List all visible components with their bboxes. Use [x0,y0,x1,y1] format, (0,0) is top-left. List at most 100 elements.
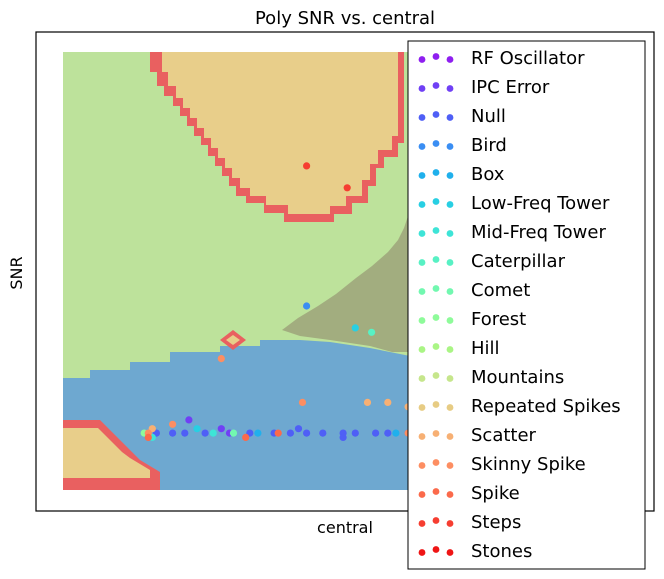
legend-entry-11: Mountains [418,367,564,388]
legend-entry-10: Hill [418,338,500,359]
legend-marker [446,201,454,208]
legend-label: Spike [471,483,520,504]
point-8-1 [229,429,238,437]
legend-entry-5: Low-Freq Tower [418,193,610,214]
legend-marker [446,85,454,92]
legend-marker [418,56,426,63]
point-2-14 [169,429,177,437]
point-4-0 [254,429,262,437]
legend-marker [418,230,426,237]
legend-marker [418,491,426,498]
legend-marker [446,404,454,411]
point-2-16 [339,433,347,441]
legend-label: IPC Error [471,77,550,98]
point-2-8 [351,429,359,437]
point-15-0 [274,429,282,437]
legend-marker [418,346,426,353]
legend-marker [446,172,454,179]
region-island-core [226,335,240,345]
legend-marker [418,288,426,295]
legend-label: Caterpillar [471,251,566,272]
legend-marker [446,56,454,63]
legend-marker [432,343,440,350]
legend-label: Box [471,164,505,185]
point-2-0 [181,429,189,437]
point-14-2 [169,420,177,428]
legend: RF Oscillator IPC Error Null Bird Box Low-Fre… [407,40,646,570]
legend-marker [446,520,454,527]
legend-entry-15: Spike [418,483,520,504]
point-16-1 [303,162,311,170]
legend-marker [446,230,454,237]
point-1-0 [185,416,193,424]
point-2-9 [372,429,380,437]
legend-entry-0: RF Oscillator [418,48,585,69]
point-15-1 [242,433,250,441]
legend-marker [418,375,426,382]
legend-marker [418,172,426,179]
legend-label: Scatter [471,425,537,446]
legend-entry-2: Null [418,106,506,127]
legend-marker [418,549,426,556]
point-5-0 [351,324,359,332]
point-13-0 [363,398,372,406]
legend-label: Null [471,106,506,127]
legend-marker [418,85,426,92]
point-2-1 [201,429,209,437]
point-15-2 [144,433,152,441]
legend-entry-9: Forest [418,309,526,330]
legend-marker [432,53,440,60]
legend-entry-13: Scatter [418,425,537,446]
y-axis-label: SNR [7,256,26,289]
legend-marker [418,259,426,266]
legend-marker [446,462,454,469]
legend-marker [418,404,426,411]
region-red-strip [63,478,160,490]
legend-label: Bird [471,135,507,156]
legend-box [407,40,646,570]
legend-label: Repeated Spikes [471,396,621,417]
point-1-1 [217,425,225,433]
point-13-1 [384,398,392,406]
point-6-0 [209,429,217,437]
region-tan-bottom [63,428,150,480]
legend-marker [418,201,426,208]
point-3-0 [303,302,311,310]
point-2-15 [294,425,303,433]
legend-marker [446,114,454,121]
x-axis-label: central [317,518,373,537]
legend-entry-17: Stones [418,541,532,562]
legend-entry-14: Skinny Spike [418,454,586,475]
point-2-4 [286,429,294,437]
legend-marker [432,459,440,466]
legend-marker [432,314,440,321]
legend-marker [446,346,454,353]
point-14-1 [217,355,225,363]
point-4-1 [392,429,400,437]
region-olive [282,210,410,352]
legend-marker [446,433,454,440]
legend-label: Low-Freq Tower [471,193,610,214]
legend-label: Comet [471,280,530,301]
legend-marker [432,488,440,495]
legend-marker [432,517,440,524]
legend-label: Forest [471,309,526,330]
axes-frame [35,31,655,512]
legend-marker [446,143,454,150]
legend-marker [432,546,440,553]
legend-marker [446,288,454,295]
legend-label: Stones [471,541,532,562]
legend-marker [432,430,440,437]
legend-label: Hill [471,338,500,359]
point-16-0 [343,184,351,192]
legend-label: Steps [471,512,521,533]
chart-title: Poly SNR vs. central [255,8,435,29]
legend-marker [432,285,440,292]
legend-marker [446,259,454,266]
legend-marker [418,462,426,469]
region-blue [63,340,410,490]
legend-marker [432,198,440,205]
legend-marker [446,375,454,382]
legend-marker [432,169,440,176]
